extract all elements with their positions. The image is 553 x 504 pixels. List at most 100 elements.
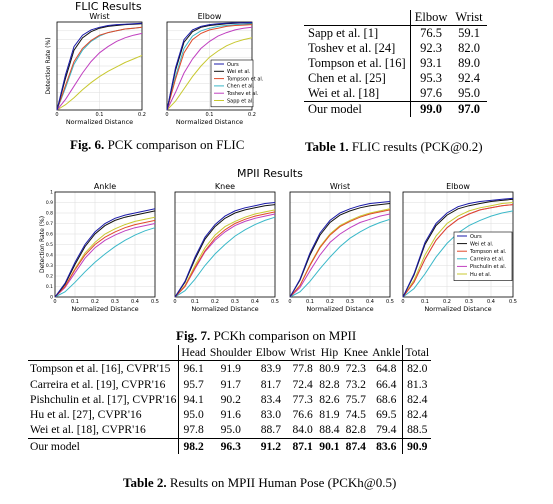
x-tick-label: 0.5 — [386, 299, 394, 305]
fig7-caption-label: Fig. 7. — [176, 328, 211, 343]
fig6-chart: Wrist 0 0.1 0.2 Normalized Distance Detection… — [45, 12, 264, 126]
legend-label: Chen et al. — [227, 84, 255, 90]
fig7-caption-text: PCKh comparison on MPII — [210, 328, 357, 343]
x-tick-label: 0.4 — [131, 299, 139, 305]
table2-value-cell: 81.9 — [319, 408, 340, 422]
table2-value-cell: 72.4 — [292, 377, 313, 391]
plot-frame — [54, 191, 156, 298]
table2-header-cell: Knee — [341, 345, 371, 362]
legend-label: Pischulin et al. — [470, 264, 507, 270]
fig6-suptitle: FLIC Results — [75, 0, 142, 13]
table2-header-cell: Total — [402, 345, 432, 362]
table2-value-cell: 83.9 — [260, 362, 281, 376]
table2-value-cell: 90.1 — [317, 437, 342, 455]
series-line — [56, 26, 143, 111]
series-line — [289, 203, 391, 298]
subplot-title: Wrist — [330, 182, 350, 191]
y-tick-label: 0.6 — [46, 232, 53, 238]
subplot-2: Ankle 0 0.1 0.2 0.3 0.4 0.5 0 0.1 0.2 0.3 0.4 0.5 0.6… — [39, 182, 159, 313]
table1-value-cell: 97.0 — [451, 101, 487, 117]
table2-row: Carreira et al. [19], CVPR'16 95.7 91.7 81.… — [28, 376, 431, 392]
table1-method-cell: Toshev et al. [24] — [304, 41, 411, 56]
series-line — [166, 37, 253, 111]
y-tick-label: 0.7 — [46, 221, 53, 227]
table2-value-cell: 82.4 — [407, 408, 428, 422]
table2-method-cell: Hu et al. [27], CVPR'16 — [28, 407, 180, 423]
table2-value-cell: 83.6 — [370, 437, 404, 455]
table1-value-cell: 93.1 — [420, 56, 442, 70]
y-tick-label: 0.1 — [46, 284, 53, 290]
series-line — [56, 32, 143, 111]
series-line — [289, 201, 391, 298]
table2-value-cell: 87.1 — [288, 437, 318, 455]
fig6-caption-text: PCK comparison on FLIC — [104, 137, 245, 152]
table2-value-cell: 82.8 — [345, 423, 366, 437]
table2-value-cell: 64.8 — [370, 360, 404, 377]
table1-method-cell: Sapp et al. [1] — [304, 25, 411, 41]
y-tick-label: 0.2 — [46, 274, 53, 280]
y-tick-label: 0.9 — [46, 200, 53, 206]
table1-caption-label: Table 1. — [305, 139, 349, 154]
table2-value-cell: 79.4 — [370, 422, 404, 439]
table2-value-cell: 88.5 — [407, 423, 428, 437]
table2-value-cell: 95.7 — [183, 377, 204, 391]
x-tick-label: 0.2 — [211, 299, 219, 305]
series-line — [402, 204, 514, 298]
fig6-caption: Fig. 6. PCK comparison on FLIC — [70, 137, 244, 153]
table2-value-cell: 82.4 — [407, 392, 428, 406]
table2-value-cell: 75.7 — [345, 392, 366, 406]
table2-value-cell: 73.2 — [345, 377, 366, 391]
y-axis-label: Detection Rate (%) — [45, 37, 52, 94]
table2-value-cell: 80.9 — [319, 362, 340, 376]
table1-header-cell — [304, 10, 411, 26]
x-tick-label: 0 — [288, 299, 291, 305]
plot-frame — [402, 191, 514, 298]
table2-value-cell: 88.7 — [260, 423, 281, 437]
table1-header-row: Elbow Wrist — [304, 10, 487, 26]
table2-value-cell: 81.7 — [260, 377, 281, 391]
y-tick-label: 0.5 — [46, 242, 53, 248]
table1-row: Chen et al. [25] 95.3 92.4 — [304, 71, 487, 86]
series-line — [54, 227, 156, 298]
series-line — [402, 197, 514, 298]
table2-value-cell: 83.4 — [260, 392, 281, 406]
table1-value-cell: 76.5 — [420, 26, 442, 40]
table2-method-cell: Wei et al. [18], CVPR'16 — [28, 422, 180, 439]
table2-value-cell: 96.3 — [207, 437, 254, 455]
table1-method-cell: Our model — [304, 101, 411, 117]
subplot-title: Elbow — [446, 182, 470, 191]
series-line — [166, 23, 253, 111]
series-line — [174, 202, 276, 298]
x-tick-label: 0.1 — [421, 299, 429, 305]
table2-value-cell: 83.0 — [260, 408, 281, 422]
table2-value-cell: 74.5 — [345, 408, 366, 422]
table2-value-cell: 72.3 — [345, 362, 366, 376]
legend-label: Hu et al. — [470, 272, 492, 278]
table1-row: Our model 99.0 97.0 — [304, 101, 487, 117]
table1-grid: Elbow Wrist Sapp et al. [1] 76.5 59.1 Toshev … — [304, 10, 487, 117]
y-tick-label: 0.4 — [46, 253, 53, 259]
table2-value-cell: 90.2 — [220, 392, 241, 406]
x-tick-label: 0.3 — [346, 299, 354, 305]
table2-value-cell: 91.6 — [220, 408, 241, 422]
series-line — [174, 209, 276, 298]
table1-value-cell: 89.0 — [458, 56, 480, 70]
table2-method-cell: Our model — [28, 437, 180, 455]
x-tick-label: 0.3 — [465, 299, 473, 305]
x-tick-label: 0.4 — [366, 299, 374, 305]
plot-frame — [56, 21, 143, 111]
x-tick-label: 0.2 — [91, 299, 99, 305]
series-line — [54, 208, 156, 298]
table1-method-cell: Chen et al. [25] — [304, 71, 411, 86]
table2-row: Hu et al. [27], CVPR'16 95.0 91.6 83.0 76.6 8… — [28, 407, 431, 423]
x-axis-label: Normalized Distance — [66, 118, 133, 126]
table2-header-cell: Ankle — [370, 345, 404, 362]
table1: Elbow Wrist Sapp et al. [1] 76.5 59.1 Toshev … — [304, 10, 487, 117]
series-line — [54, 219, 156, 298]
table2-header-cell: Head — [178, 345, 208, 362]
subplot-0: Wrist 0 0.1 0.2 Normalized Distance Detection… — [45, 12, 146, 126]
legend-label: Sapp et al. — [227, 98, 254, 104]
table2-value-cell: 82.8 — [319, 377, 340, 391]
series-line — [174, 211, 276, 298]
